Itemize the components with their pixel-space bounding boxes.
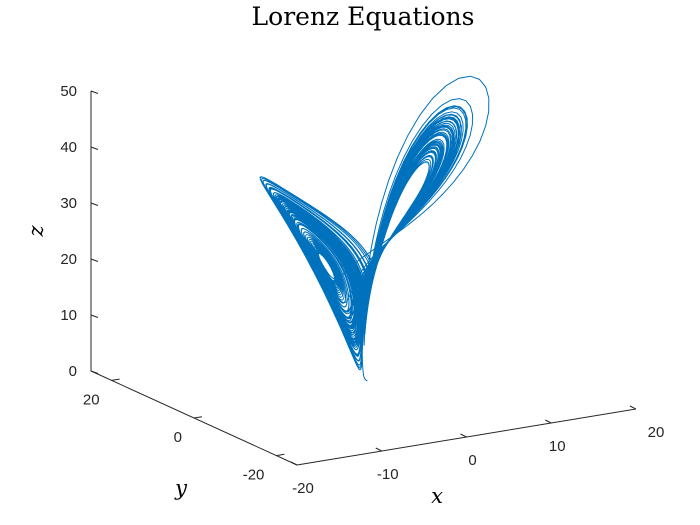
x-tick-label: 10 — [549, 438, 566, 455]
y-tick-label: 20 — [83, 391, 100, 408]
z-tick-mark — [90, 370, 99, 374]
x-axis-label: x — [431, 484, 443, 508]
z-tick-mark — [90, 258, 99, 262]
y-tick-label: -20 — [243, 467, 265, 484]
x-tick-mark — [375, 447, 382, 452]
y-tick-mark — [276, 453, 285, 457]
x-tick-mark — [629, 405, 637, 410]
chart-title: Lorenz Equations — [252, 2, 475, 31]
x-tick-mark — [460, 433, 467, 438]
x-tick-mark — [545, 419, 552, 424]
y-tick-label: 0 — [174, 429, 182, 446]
z-tick-label: 30 — [60, 195, 77, 212]
z-tick-label: 20 — [60, 251, 77, 268]
y-tick-mark — [193, 416, 203, 419]
x-ticks: -20 -10 0 10 20 — [290, 405, 665, 497]
x-tick-label: 20 — [648, 424, 665, 441]
y-axis-label: y — [174, 476, 188, 500]
x-tick-mark — [290, 461, 298, 466]
z-tick-label: 10 — [60, 307, 77, 324]
z-ticks: 0 10 20 30 40 50 — [60, 83, 99, 380]
plot-area — [259, 75, 490, 382]
z-tick-mark — [90, 90, 99, 94]
z-tick-mark — [90, 146, 99, 150]
z-tick-label: 50 — [60, 83, 77, 100]
x-tick-label: -20 — [292, 480, 314, 497]
lorenz-trajectory-line — [259, 75, 490, 382]
z-tick-mark — [90, 202, 99, 206]
y-tick-mark — [111, 378, 120, 381]
z-tick-label: 40 — [60, 139, 77, 156]
x-tick-label: 0 — [468, 452, 476, 469]
z-tick-mark — [90, 314, 99, 318]
y-ticks: -20 0 20 — [83, 378, 285, 484]
z-tick-label: 0 — [69, 363, 77, 380]
z-axis-label: z — [24, 225, 48, 238]
x-tick-label: -10 — [377, 466, 399, 483]
